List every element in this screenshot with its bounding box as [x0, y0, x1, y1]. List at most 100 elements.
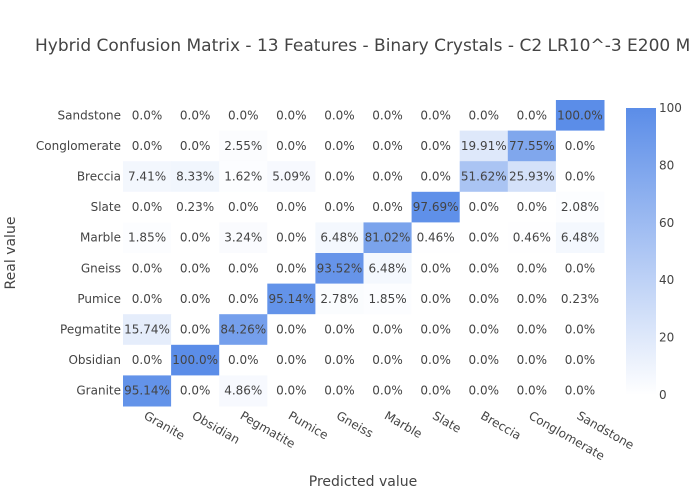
heatmap-cell-label: 0.0%: [180, 384, 211, 398]
y-tick-label: Pumice: [77, 292, 121, 306]
heatmap-cell-label: 6.48%: [320, 231, 358, 245]
heatmap-cell: [507, 191, 557, 223]
heatmap-cell-label: 0.0%: [180, 323, 211, 337]
heatmap-cell: [267, 314, 316, 346]
heatmap-cell: [507, 375, 557, 407]
heatmap-cell: [123, 222, 172, 254]
heatmap-cell: [315, 130, 364, 162]
heatmap-cell: [267, 222, 316, 254]
heatmap-cell-label: 1.85%: [368, 292, 406, 306]
heatmap-cell-label: 0.0%: [469, 353, 500, 367]
heatmap-cell: [459, 161, 509, 193]
y-tick-label: Breccia: [77, 170, 121, 184]
y-tick-label: Obsidian: [68, 353, 121, 367]
colorbar-tick-label: 60: [659, 216, 674, 230]
heatmap-cell: [555, 253, 605, 285]
heatmap-cell-label: 0.0%: [517, 292, 548, 306]
heatmap-cell: [123, 100, 172, 132]
heatmap-cell: [171, 375, 220, 407]
heatmap-cell-label: 77.55%: [509, 139, 555, 153]
heatmap-cell-label: 0.0%: [276, 384, 307, 398]
heatmap-cell-label: 19.91%: [461, 139, 507, 153]
heatmap-cell: [363, 191, 413, 223]
heatmap-cell: [411, 100, 461, 132]
heatmap-cell: [363, 130, 413, 162]
heatmap-cell: [123, 314, 172, 346]
heatmap-cell-label: 2.08%: [561, 200, 599, 214]
heatmap-cell-label: 100.0%: [557, 108, 603, 122]
heatmap-cell: [267, 161, 316, 193]
heatmap-cell: [555, 191, 605, 223]
heatmap-cell: [171, 283, 220, 315]
heatmap-cell-label: 0.0%: [180, 231, 211, 245]
heatmap-cell: [267, 283, 316, 315]
heatmap-cell: [555, 130, 605, 162]
heatmap-cell-label: 0.0%: [420, 292, 451, 306]
heatmap-cell: [315, 222, 364, 254]
heatmap-cell: [411, 222, 461, 254]
heatmap-cell-label: 95.14%: [268, 292, 314, 306]
heatmap-cell-label: 0.0%: [565, 323, 596, 337]
heatmap-cell-label: 0.0%: [517, 261, 548, 275]
y-tick-label: Marble: [80, 231, 121, 245]
heatmap-cell-label: 0.0%: [420, 170, 451, 184]
heatmap-cell: [315, 344, 364, 376]
heatmap-cell-label: 0.0%: [469, 261, 500, 275]
heatmap-cell: [459, 100, 509, 132]
heatmap-cell-label: 0.0%: [517, 353, 548, 367]
heatmap-cell: [459, 253, 509, 285]
heatmap-cell-label: 0.46%: [417, 231, 455, 245]
heatmap-cell-label: 0.0%: [517, 384, 548, 398]
y-tick-label: Conglomerate: [36, 139, 121, 153]
heatmap-cell: [459, 375, 509, 407]
heatmap-cell: [315, 253, 364, 285]
heatmap-cell-label: 97.69%: [413, 200, 459, 214]
heatmap-cell: [507, 314, 557, 346]
heatmap-cell-label: 0.0%: [565, 353, 596, 367]
heatmap-cell-label: 0.0%: [420, 323, 451, 337]
heatmap-cell-label: 0.0%: [276, 261, 307, 275]
heatmap-cell: [171, 161, 220, 193]
heatmap-cell-label: 0.0%: [180, 292, 211, 306]
heatmap-cell-label: 0.0%: [420, 353, 451, 367]
heatmap-cell-label: 6.48%: [368, 261, 406, 275]
heatmap-cell: [219, 191, 268, 223]
heatmap-cell-label: 0.0%: [132, 200, 163, 214]
heatmap-cell: [363, 283, 413, 315]
heatmap-cell: [459, 344, 509, 376]
heatmap-cell: [363, 344, 413, 376]
heatmap-cell-label: 0.46%: [513, 231, 551, 245]
heatmap-cell-label: 8.33%: [176, 170, 214, 184]
heatmap-cell-label: 7.41%: [128, 170, 166, 184]
heatmap-cell: [411, 161, 461, 193]
heatmap-cell-label: 95.14%: [124, 384, 170, 398]
heatmap-cell-label: 0.0%: [517, 323, 548, 337]
heatmap-cell: [171, 222, 220, 254]
heatmap-cell: [267, 375, 316, 407]
heatmap-cell-label: 1.62%: [224, 170, 262, 184]
heatmap-cell-label: 4.86%: [224, 384, 262, 398]
heatmap-cell-label: 0.0%: [372, 139, 403, 153]
heatmap-cell: [315, 161, 364, 193]
y-tick-label: Gneiss: [81, 261, 121, 275]
heatmap-cell: [555, 283, 605, 315]
heatmap-cell: [219, 283, 268, 315]
heatmap-cell-label: 3.24%: [224, 231, 262, 245]
heatmap-cell-label: 2.55%: [224, 139, 262, 153]
heatmap-cell-label: 0.0%: [228, 200, 259, 214]
x-tick-label: Granite: [142, 408, 188, 442]
heatmap-cell: [123, 375, 172, 407]
heatmap-cell: [315, 375, 364, 407]
heatmap-cell: [363, 314, 413, 346]
heatmap-cell-label: 100.0%: [172, 353, 218, 367]
heatmap-cell: [219, 375, 268, 407]
heatmap-cell-label: 0.0%: [276, 108, 307, 122]
heatmap-cell: [219, 222, 268, 254]
heatmap-cell-label: 0.0%: [372, 108, 403, 122]
heatmap-cell-label: 0.0%: [324, 200, 355, 214]
heatmap-cell: [219, 344, 268, 376]
heatmap-cell-label: 0.0%: [372, 170, 403, 184]
heatmap-cell-label: 0.0%: [372, 323, 403, 337]
